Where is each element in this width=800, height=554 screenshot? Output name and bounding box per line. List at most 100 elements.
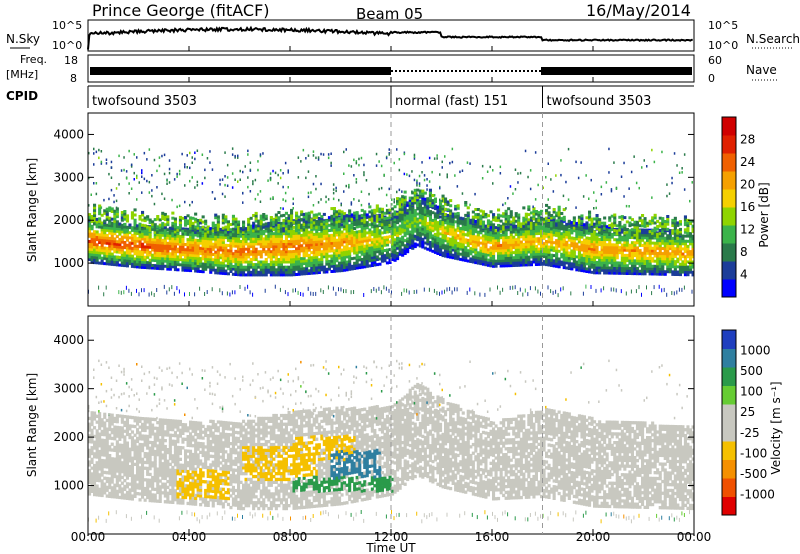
power-cell <box>600 250 604 254</box>
power-cell <box>542 249 546 253</box>
power-cell <box>557 262 561 266</box>
power-speck <box>615 187 618 190</box>
power-speck <box>502 203 504 207</box>
power-cell <box>426 199 430 203</box>
power-cell <box>272 220 276 224</box>
power-cell <box>363 224 367 228</box>
power-cell <box>168 242 172 245</box>
power-cell <box>98 256 102 260</box>
power-cell <box>416 204 420 207</box>
power-cell <box>335 220 339 224</box>
power-cell <box>436 236 440 240</box>
power-cell <box>411 236 415 240</box>
power-cell <box>479 254 483 258</box>
power-cell <box>471 218 475 222</box>
power-cell <box>290 221 294 225</box>
power-cell <box>189 248 193 252</box>
power-cell <box>199 234 203 238</box>
power-cell <box>204 235 208 239</box>
power-cell <box>325 270 329 274</box>
power-cell <box>247 265 251 269</box>
power-cell <box>194 254 198 258</box>
freq-band-segment-1 <box>90 67 391 75</box>
power-cell <box>108 260 112 263</box>
power-cell <box>545 240 549 243</box>
power-cell <box>396 236 400 240</box>
power-cell <box>332 236 336 240</box>
power-cell <box>231 230 235 234</box>
power-speck <box>426 184 428 187</box>
power-cell <box>120 218 124 222</box>
power-cell <box>287 224 291 228</box>
power-speck <box>555 289 557 294</box>
power-cell <box>249 224 253 228</box>
power-speck <box>451 160 454 164</box>
power-cell <box>469 221 473 225</box>
power-cell <box>247 225 251 229</box>
power-cell <box>143 260 147 264</box>
power-cell <box>385 235 389 239</box>
power-cell <box>315 248 319 252</box>
power-cell <box>492 241 496 245</box>
power-cell <box>580 214 584 218</box>
power-cell <box>156 233 160 237</box>
power-cell <box>161 222 165 226</box>
power-cell <box>378 247 382 251</box>
power-cell <box>252 273 256 277</box>
power-cell <box>380 249 384 253</box>
power-cell <box>550 264 554 267</box>
power-cell <box>426 209 430 213</box>
power-cell <box>421 240 425 244</box>
power-cell <box>393 243 397 247</box>
power-cell <box>540 212 544 216</box>
power-cell <box>504 256 508 260</box>
power-cell <box>360 214 364 218</box>
power-cell <box>582 264 586 268</box>
power-cell <box>105 226 109 230</box>
power-cell <box>449 242 453 246</box>
power-cell <box>613 264 617 267</box>
power-cell <box>272 247 276 251</box>
power-cell <box>575 229 579 233</box>
power-cell <box>292 220 296 224</box>
power-speck <box>259 200 262 203</box>
power-cell <box>338 269 342 273</box>
power-cell <box>552 233 556 237</box>
power-cell <box>353 264 357 268</box>
power-speck <box>178 172 181 176</box>
power-speck <box>277 182 279 185</box>
power-speck <box>413 153 416 157</box>
power-cell <box>189 238 193 242</box>
power-cell <box>272 224 276 228</box>
power-cell <box>479 257 483 260</box>
power-speck <box>380 164 383 168</box>
power-cell <box>239 260 243 264</box>
nsky-trace <box>87 25 693 50</box>
power-cell <box>456 214 460 218</box>
power-cell <box>494 249 498 253</box>
power-cell <box>421 222 425 226</box>
power-speck <box>565 180 567 184</box>
power-cell <box>524 263 528 267</box>
power-cell <box>605 261 609 265</box>
power-cell <box>300 233 304 237</box>
power-cell <box>305 215 309 218</box>
power-cell <box>156 238 160 242</box>
power-cell <box>199 259 203 263</box>
power-cell <box>618 264 622 268</box>
power-cell <box>588 229 592 233</box>
power-cell <box>128 231 132 235</box>
power-cell <box>350 257 354 261</box>
power-cell <box>532 229 536 233</box>
power-cell <box>557 257 561 261</box>
power-speck <box>284 161 287 165</box>
power-cell <box>345 247 349 251</box>
power-cell <box>476 261 480 265</box>
power-cell <box>441 238 445 242</box>
power-cell <box>292 242 296 246</box>
power-cell <box>449 204 453 208</box>
power-cell <box>358 217 362 221</box>
power-cell <box>166 234 170 238</box>
power-speck <box>524 149 527 153</box>
power-cell <box>618 240 622 244</box>
